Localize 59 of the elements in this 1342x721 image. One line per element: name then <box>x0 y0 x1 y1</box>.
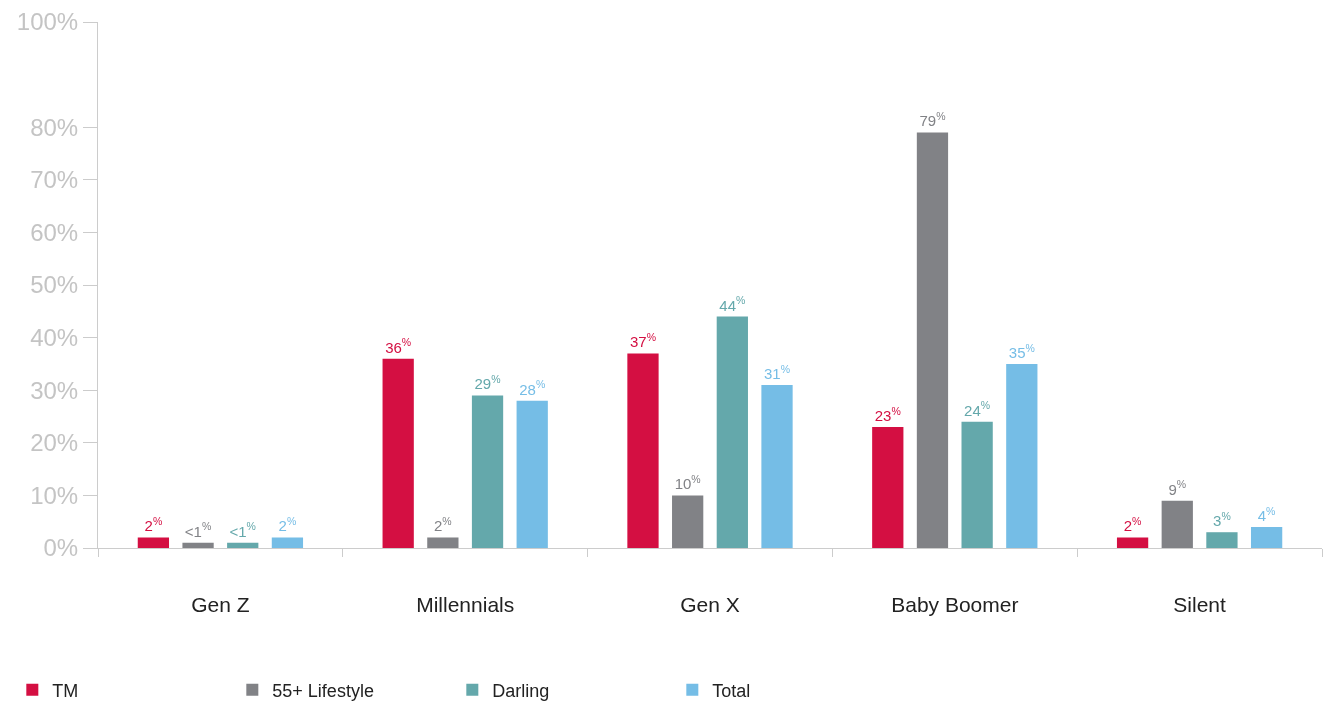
bar <box>471 395 504 548</box>
data-label: 2$^{%}$ <box>434 515 452 535</box>
data-label: 23$^{%}$ <box>874 404 901 425</box>
y-tick-label: 70% <box>30 166 79 194</box>
bar <box>1161 500 1193 548</box>
y-tick-label: 30% <box>30 376 79 404</box>
bar <box>672 495 704 548</box>
data-label: 9$^{%}$ <box>1168 478 1187 498</box>
y-tick-label: 10% <box>30 481 79 509</box>
bar <box>271 537 304 548</box>
bar <box>1006 363 1038 548</box>
data-label: 44$^{%}$ <box>719 294 746 314</box>
bar <box>961 421 993 548</box>
data-label: 36$^{%}$ <box>385 336 412 356</box>
y-tick-label: 60% <box>30 218 79 246</box>
data-label: 29$^{%}$ <box>474 373 501 393</box>
bar <box>227 542 259 548</box>
y-tick-label: 40% <box>30 324 79 351</box>
bar <box>872 427 904 548</box>
x-tick-label: Gen Z <box>191 593 250 617</box>
x-tick-label: Silent <box>1173 593 1227 617</box>
data-label: <1$^{%}$ <box>184 520 212 540</box>
data-label: 4$^{%}$ <box>1257 504 1276 524</box>
x-tick-label: Millennials <box>416 593 515 617</box>
legend-label: Darling <box>492 680 550 701</box>
bar <box>1250 526 1283 548</box>
bar <box>382 358 414 548</box>
y-tick-label: 100% <box>16 8 79 36</box>
bar <box>137 537 170 548</box>
bar <box>761 384 793 548</box>
data-label: 35$^{%}$ <box>1008 341 1035 361</box>
data-label: 24$^{%}$ <box>964 399 991 419</box>
y-tick-label: 0% <box>43 534 79 562</box>
bar <box>1206 532 1238 548</box>
legend-label: 55+ Lifestyle <box>272 680 374 701</box>
bar <box>1116 537 1149 548</box>
bar <box>916 132 949 548</box>
y-tick-label: 50% <box>30 271 79 299</box>
legend-label: TM <box>52 680 79 701</box>
x-tick-label: Gen X <box>680 593 740 617</box>
bar <box>627 353 659 548</box>
bar <box>516 400 548 548</box>
data-label: 79$^{%}$ <box>919 110 946 130</box>
data-label: 2$^{%}$ <box>278 515 297 535</box>
bar <box>427 537 459 548</box>
bar <box>182 542 214 548</box>
data-label: <1$^{%}$ <box>229 520 256 540</box>
data-label: 2$^{%}$ <box>1123 515 1142 535</box>
x-tick-label: Baby Boomer <box>891 593 1019 617</box>
data-label: 37$^{%}$ <box>629 331 656 351</box>
bar <box>716 316 748 548</box>
data-label: 10$^{%}$ <box>674 473 701 493</box>
data-label: 28$^{%}$ <box>519 378 546 398</box>
data-label: 3$^{%}$ <box>1213 509 1231 530</box>
legend-label: Total <box>712 680 751 701</box>
y-tick-label: 80% <box>30 113 79 141</box>
data-label: 31$^{%}$ <box>764 362 791 382</box>
y-tick-label: 20% <box>30 429 79 457</box>
data-label: 2$^{%}$ <box>144 515 163 535</box>
